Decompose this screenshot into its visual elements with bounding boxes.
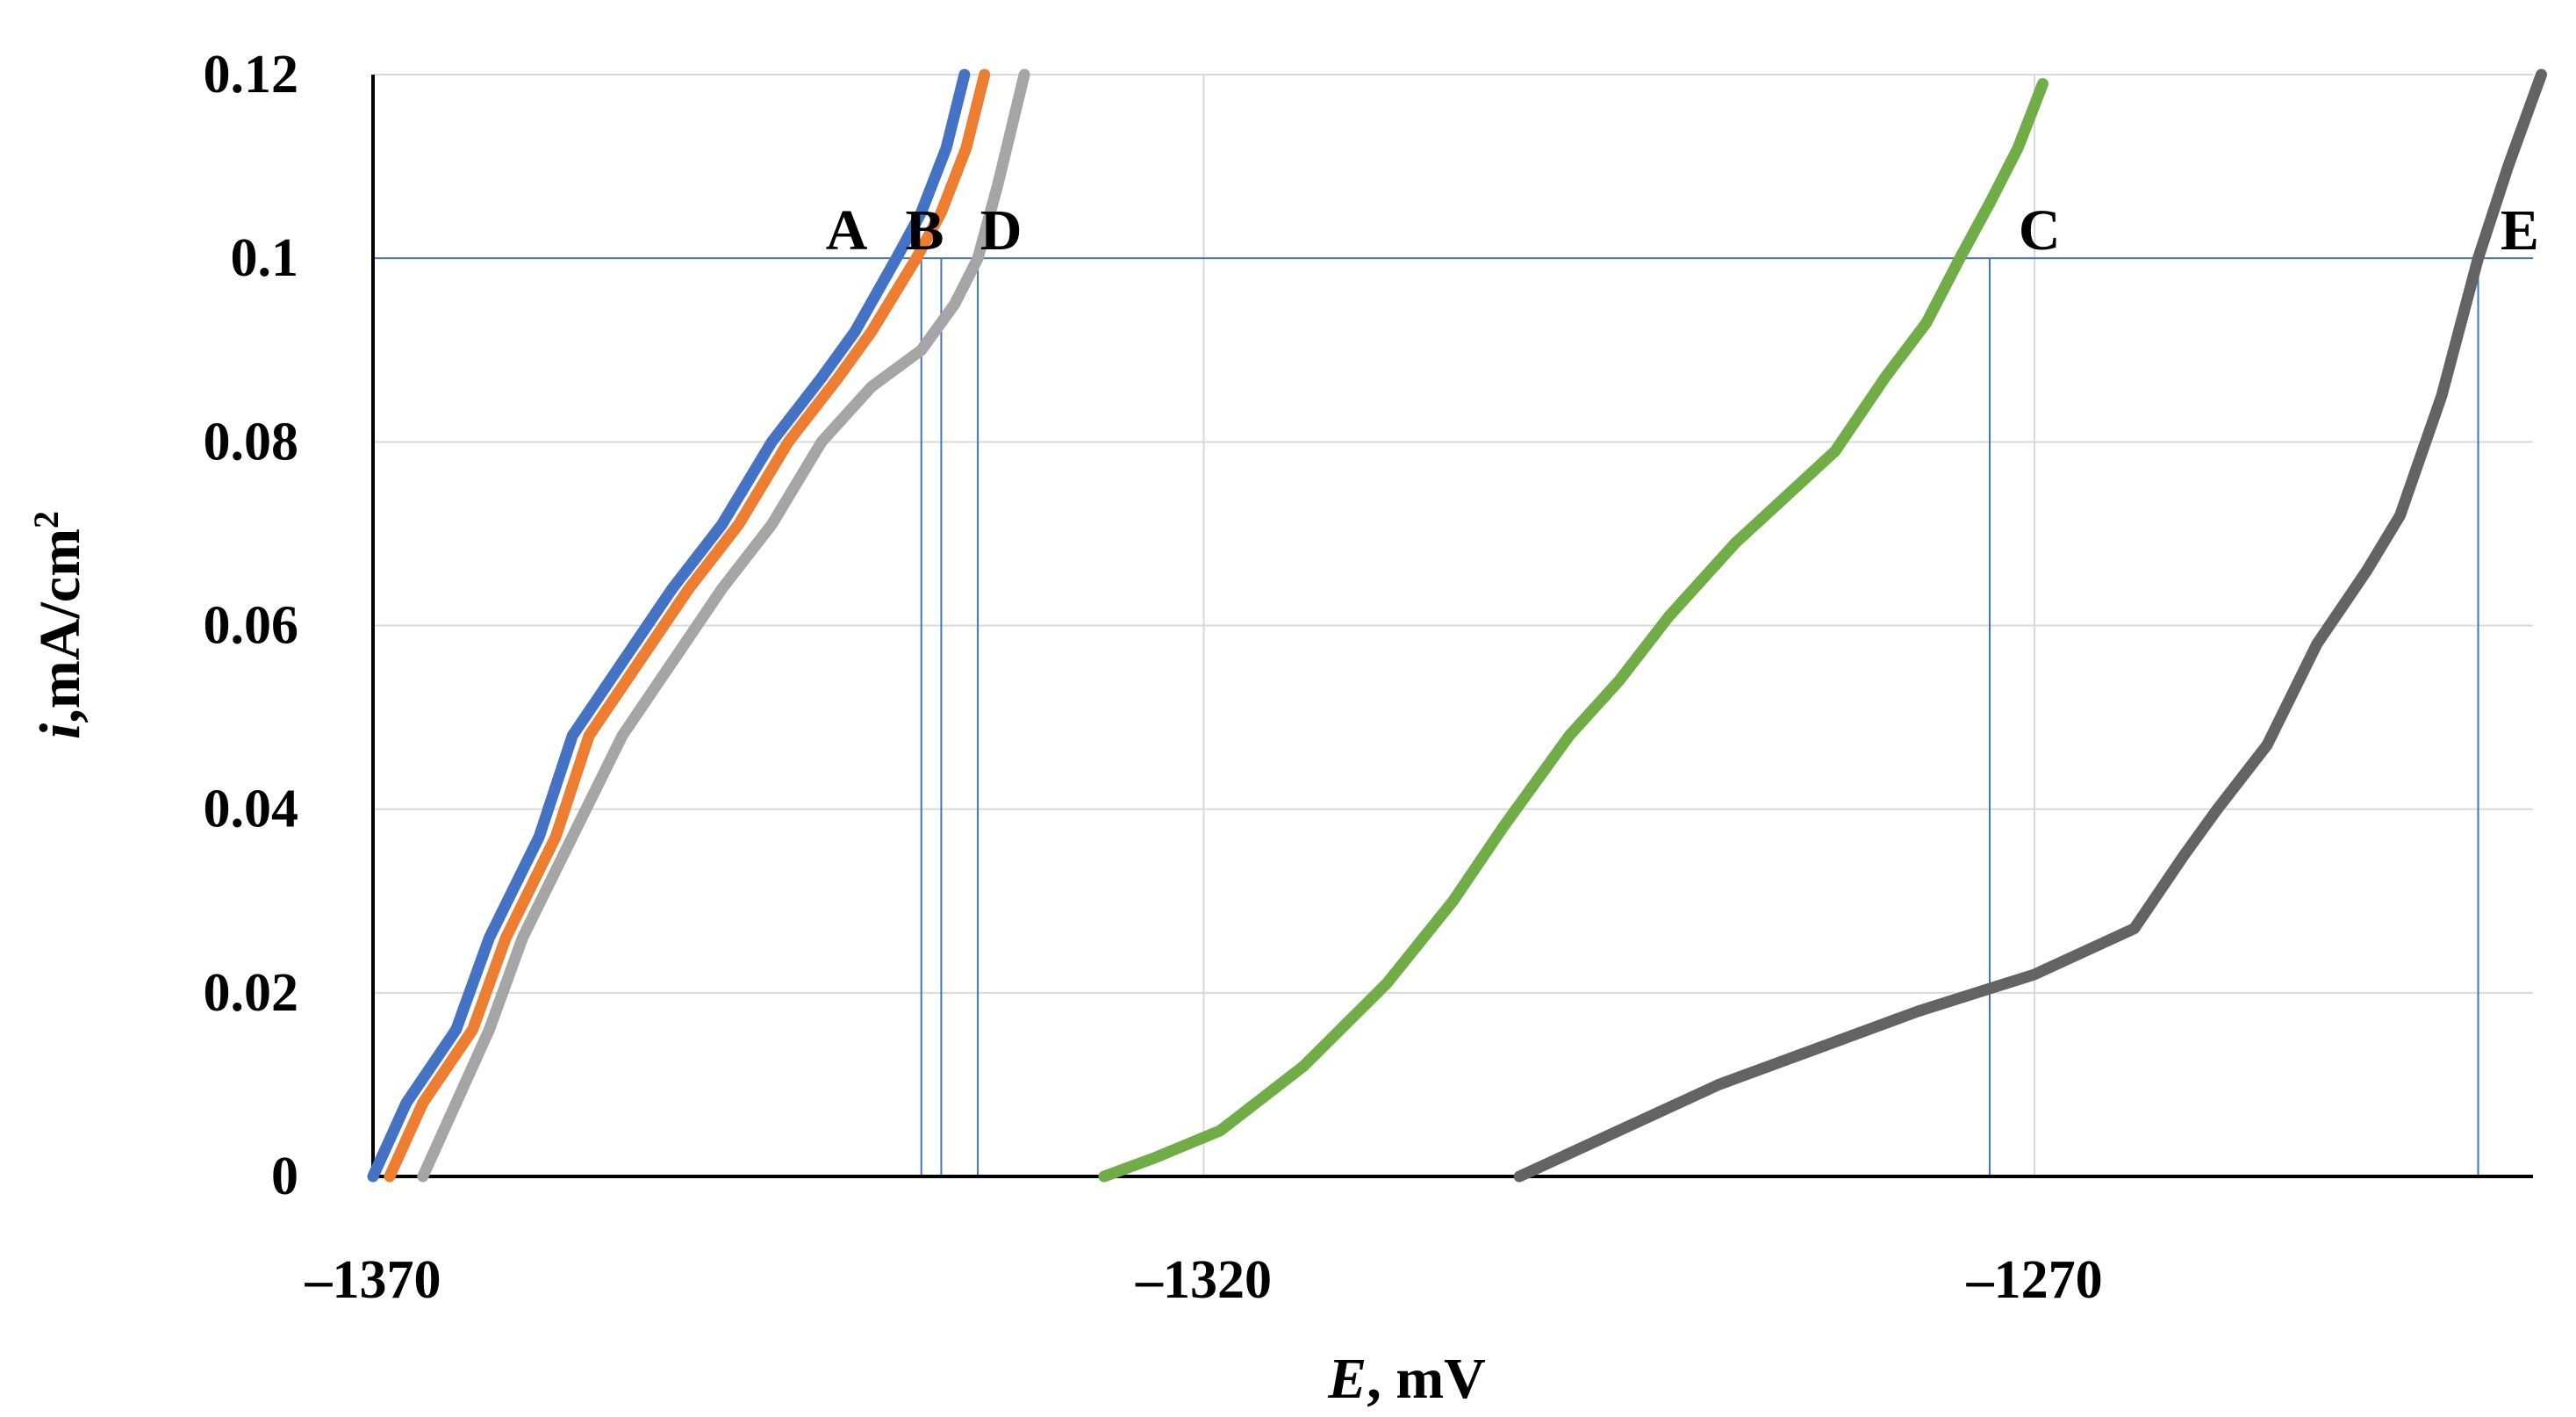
y-tick-labels: 0 0.02 0.04 0.06 0.08 0.1 0.12 (204, 45, 299, 1206)
axes (371, 75, 2533, 1178)
y-tick-label: 0.08 (204, 412, 299, 471)
x-tick-label: –1370 (305, 1250, 441, 1310)
y-tick-label: 0 (271, 1147, 298, 1206)
x-tick-labels: –1370 –1320 –1270 (305, 1250, 2103, 1310)
series-D-line (417, 68, 1030, 1183)
y-tick-label: 0.06 (204, 596, 299, 656)
series-E-line (1513, 68, 2547, 1183)
series-layer (367, 68, 2547, 1183)
y-tick-label: 0.02 (204, 963, 299, 1023)
y-tick-label: 0.12 (204, 45, 299, 104)
reference-lines (373, 257, 2533, 1176)
series-A-line (367, 68, 971, 1183)
curve-label-D: D (980, 198, 1023, 263)
curve-label-B: B (905, 198, 944, 263)
y-tick-label: 0.04 (204, 780, 299, 839)
curve-label-A: A (826, 198, 868, 263)
series-B-line (384, 68, 991, 1183)
series-C-line (1098, 78, 2049, 1183)
curve-label-C: C (2019, 198, 2061, 263)
y-axis-title: i,mA/cm2 (26, 511, 92, 739)
curve-label-E: E (2501, 198, 2539, 263)
x-tick-label: –1320 (1135, 1250, 1272, 1310)
y-tick-label: 0.1 (231, 228, 299, 288)
x-tick-label: –1270 (1966, 1250, 2103, 1310)
x-axis-title: E, mV (1327, 1347, 1486, 1411)
